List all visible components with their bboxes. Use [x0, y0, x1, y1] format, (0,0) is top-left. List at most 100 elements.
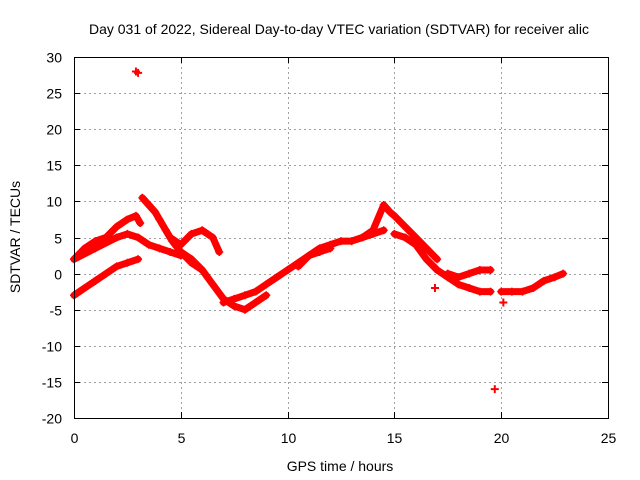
data-point [411, 240, 420, 249]
data-point [208, 233, 217, 242]
data-point [112, 233, 121, 242]
series-track-peak-15h [358, 201, 442, 264]
data-point [422, 255, 431, 264]
data-point [443, 269, 452, 278]
data-point [433, 255, 442, 264]
y-tick-label: 10 [46, 194, 62, 210]
data-point [454, 273, 463, 282]
data-point [91, 237, 100, 246]
data-point [433, 265, 442, 274]
data-point [240, 305, 249, 314]
data-point [123, 229, 132, 238]
data-point [176, 240, 185, 249]
data-point [198, 226, 207, 235]
data-point [411, 233, 420, 242]
series-track-evening-upper [443, 265, 495, 282]
data-point [304, 251, 313, 260]
data-point [155, 244, 164, 253]
data-point [230, 294, 239, 303]
data-point [529, 284, 538, 293]
data-point [112, 262, 121, 271]
data-point [326, 240, 335, 249]
y-tick-label: 15 [46, 158, 62, 174]
tick-labels: 0 5 10 15 20 25 -20 -15 -10 -5 0 5 10 15 20 25 30 [42, 50, 617, 447]
data-point [559, 269, 568, 278]
series-track-afternoon [390, 229, 495, 296]
data-point [230, 302, 239, 311]
data-point [507, 287, 516, 296]
data-point [379, 201, 388, 210]
axis-ticks [74, 57, 609, 419]
chart-title: Day 031 of 2022, Sidereal Day-to-day VTE… [89, 21, 589, 37]
data-point [272, 273, 281, 282]
data-point [401, 222, 410, 231]
y-tick-label: 0 [54, 267, 62, 283]
data-point [486, 287, 495, 296]
outlier-point [430, 284, 439, 293]
y-tick-label: -5 [50, 303, 63, 319]
data-point [134, 255, 143, 264]
data-point [134, 233, 143, 242]
data-point [315, 244, 324, 253]
y-tick-label: -20 [42, 411, 62, 427]
data-point [198, 265, 207, 274]
data-point [187, 255, 196, 264]
data-point [390, 211, 399, 220]
y-tick-label: 30 [46, 50, 62, 66]
data-point [539, 276, 548, 285]
data-point [80, 284, 89, 293]
y-tick-label: 5 [54, 231, 62, 247]
data-point [283, 265, 292, 274]
data-point [294, 262, 303, 271]
series-track-late [497, 269, 568, 296]
data-point [486, 265, 495, 274]
series-band [497, 270, 567, 296]
data-point [102, 269, 111, 278]
data-point [144, 201, 153, 210]
data-point [465, 269, 474, 278]
grid [74, 57, 608, 418]
data-point [112, 222, 121, 231]
data-point [379, 226, 388, 235]
data-point [240, 291, 249, 300]
series-layer [70, 67, 568, 394]
data-point [91, 276, 100, 285]
data-point [422, 244, 431, 253]
data-point [475, 287, 484, 296]
x-tick-label: 5 [178, 430, 186, 446]
data-point [208, 280, 217, 289]
outlier-point [499, 298, 508, 307]
data-point [390, 229, 399, 238]
outlier-point [490, 385, 499, 394]
data-point [386, 208, 395, 217]
x-tick-label: 20 [494, 430, 510, 446]
y-tick-label: -10 [42, 339, 62, 355]
data-point [215, 247, 224, 256]
data-point [497, 287, 506, 296]
y-tick-label: 25 [46, 86, 62, 102]
y-axis-label: SDTVAR / TECUs [7, 181, 23, 293]
y-tick-label: 20 [46, 122, 62, 138]
data-point [123, 215, 132, 224]
data-point [166, 247, 175, 256]
data-point [219, 298, 228, 307]
data-point [337, 237, 345, 246]
data-point [251, 287, 260, 296]
x-tick-label: 10 [281, 430, 297, 446]
data-point [166, 233, 175, 242]
data-point [465, 284, 474, 293]
data-point [262, 291, 271, 300]
data-point [161, 226, 170, 235]
x-tick-label: 15 [387, 430, 403, 446]
y-tick-label: -15 [42, 375, 62, 391]
data-point [155, 215, 164, 224]
x-axis-label: GPS time / hours [287, 458, 394, 474]
data-point [91, 244, 100, 253]
outlier-point [134, 68, 143, 77]
data-point [518, 287, 527, 296]
series-track-lower-morning [70, 255, 143, 300]
data-point [358, 233, 367, 242]
data-point [454, 280, 463, 289]
data-point [369, 226, 378, 235]
data-point [123, 258, 132, 267]
